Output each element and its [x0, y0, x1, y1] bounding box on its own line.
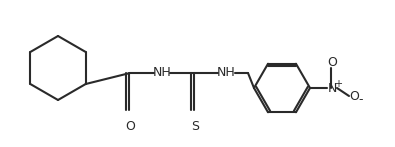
Text: NH: NH: [152, 66, 171, 80]
Text: S: S: [191, 120, 199, 133]
Text: O: O: [327, 56, 337, 69]
Text: -: -: [359, 93, 363, 106]
Text: NH: NH: [216, 66, 235, 80]
Text: O: O: [125, 120, 135, 133]
Text: N: N: [327, 81, 337, 95]
Text: +: +: [334, 79, 342, 89]
Text: O: O: [349, 90, 359, 102]
